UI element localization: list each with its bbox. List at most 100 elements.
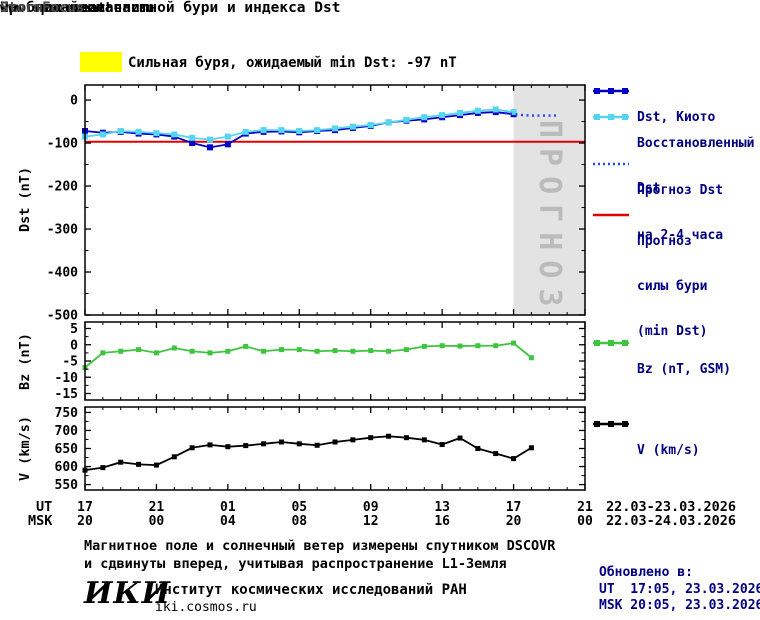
- marker-restored_dst: [421, 114, 428, 121]
- marker-bz: [136, 347, 142, 353]
- marker-restored_dst: [117, 128, 124, 134]
- ytick-dst: 0: [70, 94, 78, 109]
- marker-dst_kyoto: [189, 140, 196, 147]
- xtick-msk: 16: [434, 514, 450, 529]
- restored-dst-swatch-icon: [592, 108, 630, 120]
- marker-v: [243, 443, 249, 449]
- legend-bz: Bz (nT, GSM): [592, 332, 731, 407]
- marker-restored_dst: [403, 116, 410, 123]
- v-axis-title: V (km/s): [17, 415, 33, 481]
- marker-bz: [386, 348, 392, 354]
- marker-bz: [368, 348, 374, 354]
- forecast-region: [513, 85, 585, 315]
- ut-date-range: 22.03-23.03.2026: [606, 499, 737, 515]
- ytick-bz: 5: [70, 322, 78, 337]
- xtick-msk: 08: [291, 514, 307, 529]
- marker-restored_dst: [260, 127, 267, 134]
- xtick-ut: 21: [577, 500, 593, 515]
- marker-bz: [403, 347, 409, 353]
- legend-restored-dst: Восстановленный Dst: [592, 106, 754, 226]
- legend-storm-line1: Прогноз: [637, 234, 692, 249]
- dst-kyoto-swatch-icon: [592, 82, 630, 94]
- xtick-ut: 17: [506, 500, 522, 515]
- marker-restored_dst: [367, 121, 374, 128]
- marker-v: [261, 441, 267, 447]
- xtick-ut: 13: [434, 500, 450, 515]
- marker-v: [207, 442, 213, 448]
- marker-v: [136, 461, 142, 467]
- spaceweather-link[interactable]: www.spaceweather.ru: [0, 0, 155, 16]
- marker-restored_dst: [189, 134, 196, 141]
- updated-ut-time: UT 17:05, 23.03.2026: [599, 582, 760, 597]
- marker-restored_dst: [242, 128, 249, 135]
- marker-restored_dst: [99, 131, 106, 138]
- msk-date-range: 22.03-24.03.2026: [606, 513, 737, 529]
- marker-bz: [439, 343, 445, 349]
- marker-restored_dst: [385, 119, 392, 126]
- marker-restored_dst: [224, 133, 231, 140]
- marker-v: [403, 435, 409, 441]
- ytick-bz: -10: [55, 371, 79, 386]
- marker-v: [528, 445, 534, 451]
- ytick-dst: -300: [47, 223, 78, 238]
- marker-restored_dst: [457, 109, 463, 116]
- marker-restored_dst: [349, 123, 356, 130]
- ut-row-label: UT: [36, 499, 53, 515]
- legend-dst-kyoto: Dst, Киото: [592, 80, 715, 155]
- marker-bz: [528, 355, 534, 361]
- series-v: [84, 435, 532, 472]
- legend-v: V (km/s): [592, 413, 700, 488]
- legend-forecast-dst: Прогноз Dst на 2-4 часа: [592, 153, 723, 273]
- marker-v: [278, 439, 284, 445]
- institute-name: Институт космических исследований РАН: [155, 582, 467, 598]
- marker-bz: [296, 347, 302, 353]
- v-swatch-icon: [592, 415, 630, 427]
- marker-restored_dst: [510, 109, 517, 116]
- ytick-dst: -100: [47, 137, 78, 152]
- bz-axis-title: Bz (nT): [17, 333, 33, 390]
- legend-forecast-line2: на 2-4 часа: [637, 228, 724, 243]
- marker-bz: [243, 343, 249, 349]
- marker-v: [457, 435, 463, 441]
- marker-restored_dst: [332, 125, 338, 132]
- iki-site-link[interactable]: iki.cosmos.ru: [155, 600, 257, 615]
- legend-restored-line2: Dst: [637, 181, 661, 196]
- marker-restored_dst: [207, 136, 213, 143]
- legend-forecast-line1: Прогноз Dst: [637, 183, 724, 198]
- ytick-bz: -5: [62, 355, 78, 370]
- ytick-dst: -200: [47, 180, 78, 195]
- marker-v: [100, 465, 106, 471]
- iki-logo: ИКИ: [84, 576, 171, 611]
- legend-storm-level: Прогноз силы бури (min Dst): [592, 204, 707, 369]
- marker-v: [511, 456, 517, 462]
- marker-v: [189, 445, 195, 451]
- marker-v: [118, 459, 124, 465]
- ytick-v: 650: [55, 442, 79, 457]
- ytick-bz: 0: [70, 338, 78, 353]
- measurement-note-line1: Магнитное поле и солнечный ветер измерен…: [84, 538, 556, 554]
- ytick-v: 700: [55, 424, 79, 439]
- marker-restored_dst: [439, 112, 446, 119]
- legend-v-label: V (km/s): [637, 443, 700, 458]
- marker-restored_dst: [135, 128, 142, 135]
- forecast-watermark: ПРОГНОЗ: [532, 120, 567, 316]
- marker-v: [368, 435, 374, 441]
- marker-v: [439, 442, 445, 448]
- marker-restored_dst: [474, 107, 481, 114]
- marker-bz: [457, 343, 463, 349]
- bz-swatch-icon: [592, 334, 630, 346]
- ytick-v: 600: [55, 460, 79, 475]
- msk-row-label: MSK: [28, 513, 53, 529]
- marker-v: [225, 444, 231, 450]
- marker-v: [296, 441, 302, 447]
- panel-frame-v: [84, 406, 586, 491]
- panel-frame-dst: [84, 84, 586, 316]
- page-subtitle: на ближайшие часы: [0, 0, 149, 16]
- xtick-ut: 21: [149, 500, 165, 515]
- page-title: Прогноз геомагнитной бури и индекса Dst: [0, 0, 341, 16]
- marker-bz: [314, 348, 320, 354]
- updated-msk-time: MSK 20:05, 23.03.2026: [599, 598, 760, 613]
- marker-bz: [207, 350, 213, 356]
